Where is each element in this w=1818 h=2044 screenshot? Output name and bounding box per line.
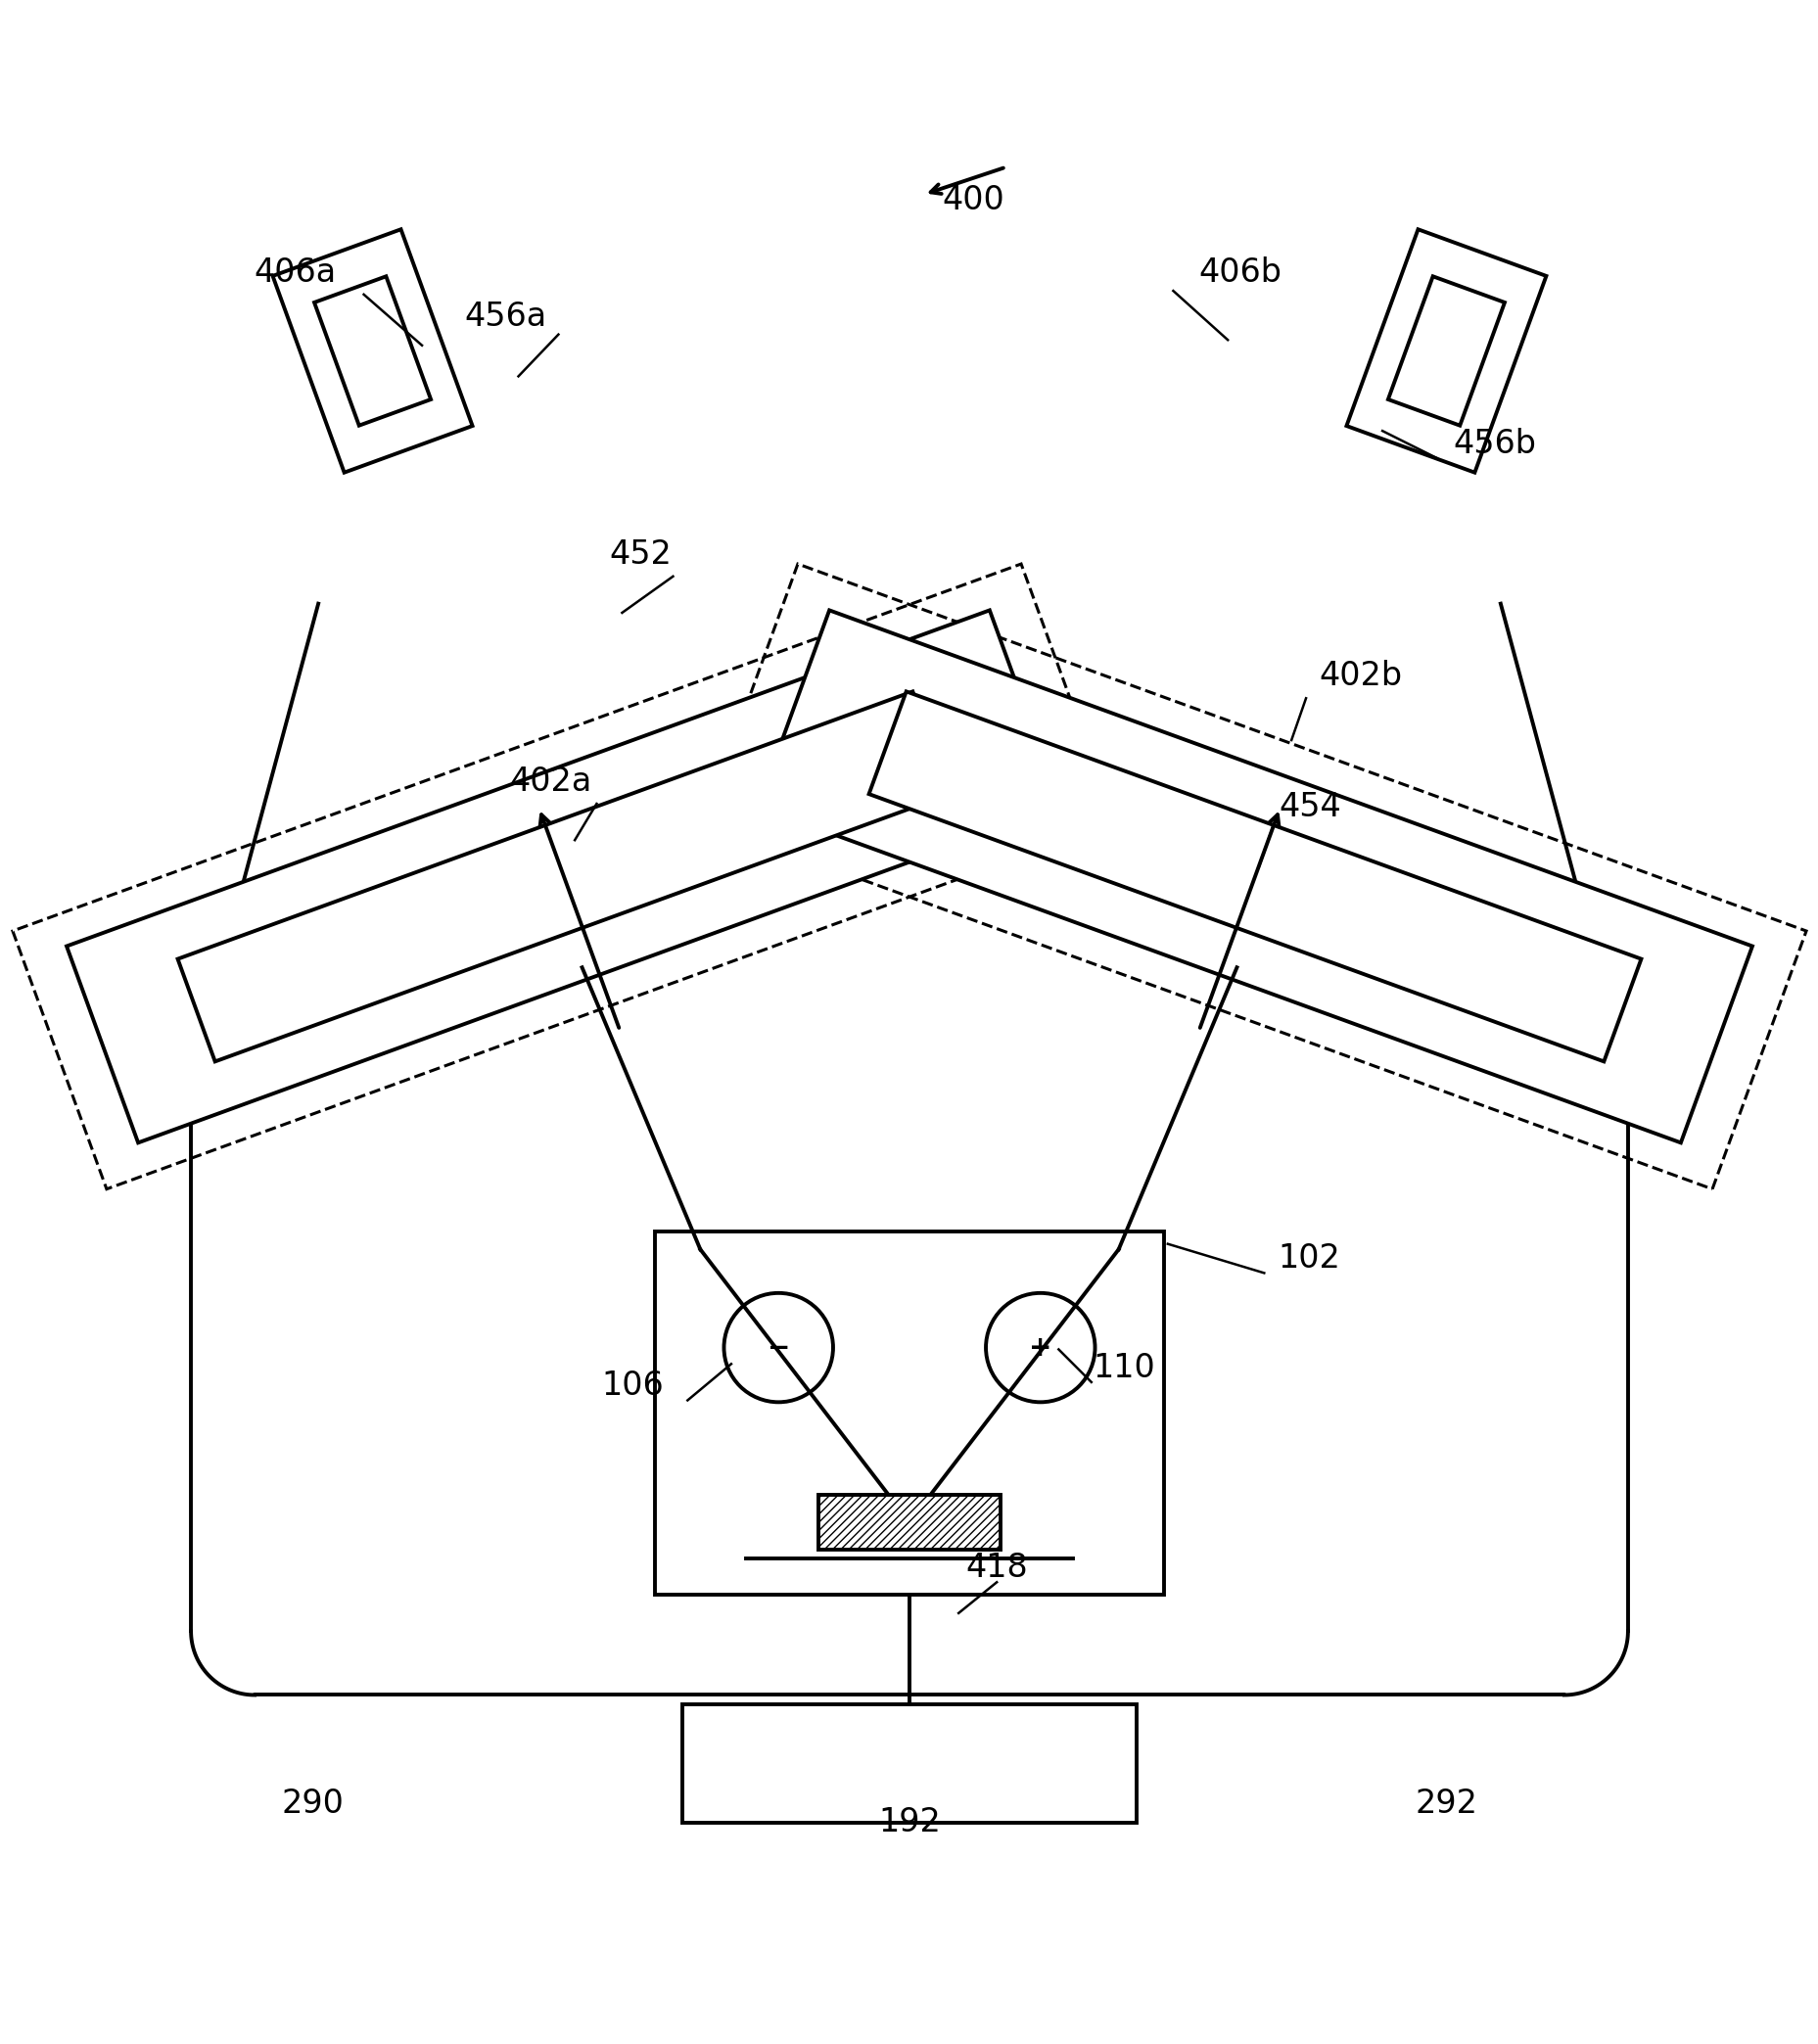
Polygon shape <box>1387 276 1503 425</box>
Polygon shape <box>758 611 1751 1143</box>
Bar <box>682 1705 1136 1823</box>
Text: 406a: 406a <box>253 256 336 288</box>
Text: +: + <box>1029 1335 1051 1361</box>
Text: 452: 452 <box>609 538 671 570</box>
Text: 290: 290 <box>282 1788 344 1821</box>
Text: 402a: 402a <box>509 766 593 797</box>
Text: 110: 110 <box>1093 1351 1154 1384</box>
Text: 418: 418 <box>965 1551 1027 1584</box>
Text: 292: 292 <box>1414 1788 1476 1821</box>
Text: 456b: 456b <box>1453 427 1536 460</box>
Polygon shape <box>315 276 431 425</box>
Text: 192: 192 <box>878 1807 940 1838</box>
Text: 456a: 456a <box>464 300 547 333</box>
Bar <box>818 1494 1000 1549</box>
Polygon shape <box>869 691 1640 1061</box>
Polygon shape <box>273 229 473 472</box>
Text: 406b: 406b <box>1198 256 1282 288</box>
Text: −: − <box>767 1335 789 1361</box>
Bar <box>654 1230 1164 1594</box>
Polygon shape <box>67 611 1060 1143</box>
Text: 402b: 402b <box>1318 660 1402 693</box>
Text: 106: 106 <box>602 1369 664 1402</box>
Polygon shape <box>178 691 949 1061</box>
Text: 400: 400 <box>942 184 1004 217</box>
Text: 102: 102 <box>1278 1243 1340 1275</box>
Text: 454: 454 <box>1278 791 1340 824</box>
Polygon shape <box>1345 229 1545 472</box>
